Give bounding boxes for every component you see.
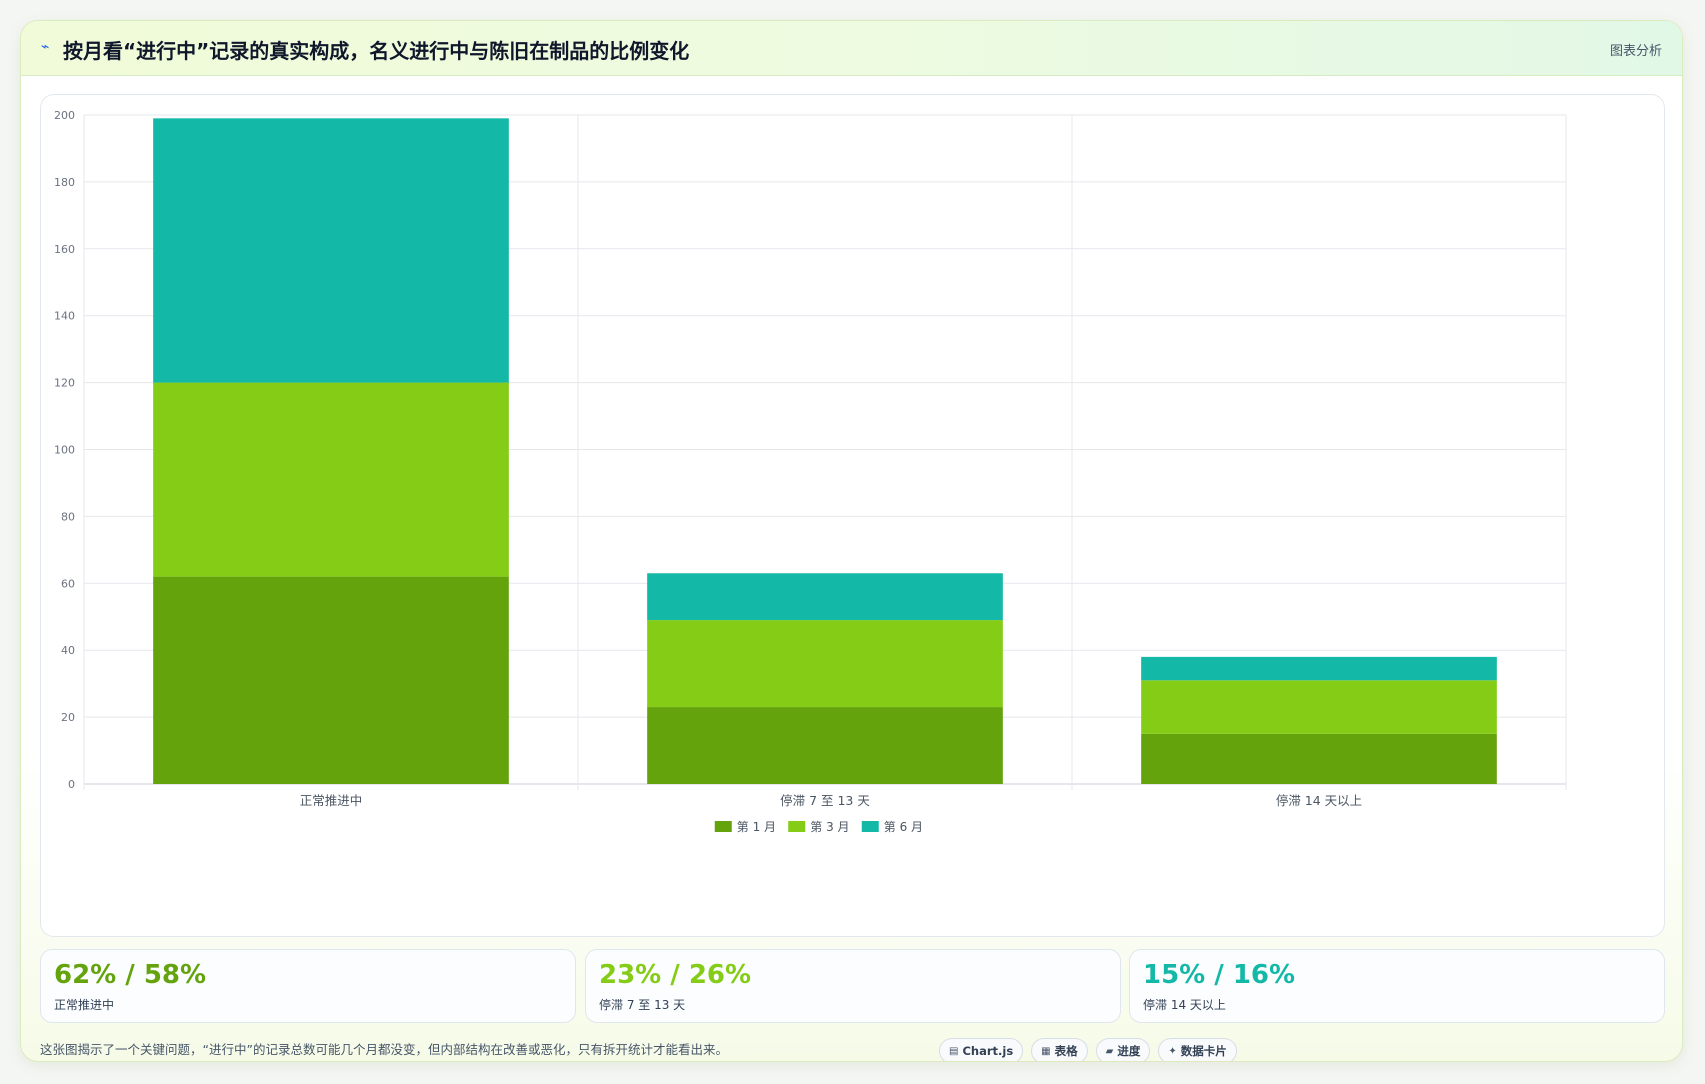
- pill-label: 数据卡片: [1180, 1044, 1227, 1058]
- pill-label: 表格: [1054, 1044, 1078, 1058]
- y-tick-label: 0: [68, 778, 75, 791]
- stat-card-normal: 62% / 58% 正常推进中: [40, 949, 576, 1023]
- pill-table[interactable]: ▦ 表格: [1031, 1038, 1088, 1061]
- y-tick-label: 180: [54, 176, 75, 189]
- trend-line-icon: ⌁: [41, 39, 50, 55]
- chart-title: 按月看“进行中”记录的真实构成，名义进行中与陈旧在制品的比例变化: [63, 39, 690, 63]
- bar-segment: [647, 707, 1003, 784]
- stat-value: 15% / 16%: [1143, 960, 1296, 990]
- legend-swatch: [714, 821, 732, 832]
- stat-value: 62% / 58%: [54, 960, 207, 990]
- chart-container: 0 20 40 60 80 100 120 140 160 180 200 正常推进中 停滞 7 至 1…: [40, 94, 1665, 937]
- bar-segment: [1141, 733, 1497, 784]
- legend-label: 第 3 月: [810, 820, 849, 834]
- x-tick-label: 停滞 7 至 13 天: [780, 793, 870, 808]
- chart-icon: ▤: [949, 1045, 959, 1057]
- x-tick-label: 停滞 14 天以上: [1276, 793, 1362, 808]
- pill-data-card[interactable]: ✦ 数据卡片: [1158, 1038, 1237, 1061]
- bar-segment: [647, 573, 1003, 621]
- card-icon: ✦: [1168, 1045, 1177, 1057]
- footer-note: 这张图揭示了一个关键问题，“进行中”的记录总数可能几个月都没变，但内部结构在改善…: [40, 1042, 728, 1057]
- legend-swatch: [788, 821, 806, 832]
- x-tick-label: 正常推进中: [300, 793, 363, 808]
- y-tick-label: 120: [54, 377, 75, 390]
- pill-progress[interactable]: ▰ 进度: [1095, 1038, 1151, 1061]
- progress-icon: ▰: [1105, 1045, 1114, 1057]
- y-tick-label: 80: [61, 510, 75, 523]
- tech-pills: ▤ Chart.js ▦ 表格 ▰ 进度 ✦ 数据卡片: [939, 1038, 1237, 1061]
- stat-label: 停滞 7 至 13 天: [599, 998, 686, 1012]
- chart-analysis-tag[interactable]: 图表分析: [1609, 44, 1662, 59]
- y-tick-label: 200: [54, 109, 75, 122]
- chart-card: ⌁ 按月看“进行中”记录的真实构成，名义进行中与陈旧在制品的比例变化 图表分析 …: [20, 20, 1683, 1062]
- card-header: ⌁ 按月看“进行中”记录的真实构成，名义进行中与陈旧在制品的比例变化 图表分析: [21, 21, 1682, 76]
- y-tick-label: 20: [61, 711, 75, 724]
- bar-segment: [647, 620, 1003, 708]
- y-tick-label: 160: [54, 243, 75, 256]
- bar-segment: [153, 118, 509, 383]
- y-tick-label: 60: [61, 577, 75, 590]
- pill-label: 进度: [1117, 1044, 1141, 1058]
- stat-value: 23% / 26%: [599, 960, 752, 990]
- y-tick-label: 40: [61, 644, 75, 657]
- bar-segment: [153, 382, 509, 577]
- pill-label: Chart.js: [962, 1044, 1014, 1058]
- stat-card-stalled-7-13: 23% / 26% 停滞 7 至 13 天: [585, 949, 1121, 1023]
- stat-label: 正常推进中: [54, 998, 115, 1012]
- legend-swatch: [861, 821, 879, 832]
- y-tick-label: 140: [54, 310, 75, 323]
- stat-label: 停滞 14 天以上: [1143, 998, 1226, 1012]
- pill-chartjs[interactable]: ▤ Chart.js: [939, 1038, 1024, 1061]
- bar-segment: [1141, 680, 1497, 734]
- bar-segment: [1141, 656, 1497, 681]
- table-icon: ▦: [1041, 1045, 1051, 1057]
- y-tick-label: 100: [54, 444, 75, 457]
- bar-segment: [153, 576, 509, 784]
- legend-label: 第 1 月: [737, 820, 776, 834]
- stacked-bar-chart: 0 20 40 60 80 100 120 140 160 180 200 正常推进中 停滞 7 至 1…: [54, 109, 1567, 834]
- stat-card-stalled-14-plus: 15% / 16% 停滞 14 天以上: [1129, 949, 1665, 1023]
- legend-label: 第 6 月: [884, 820, 923, 834]
